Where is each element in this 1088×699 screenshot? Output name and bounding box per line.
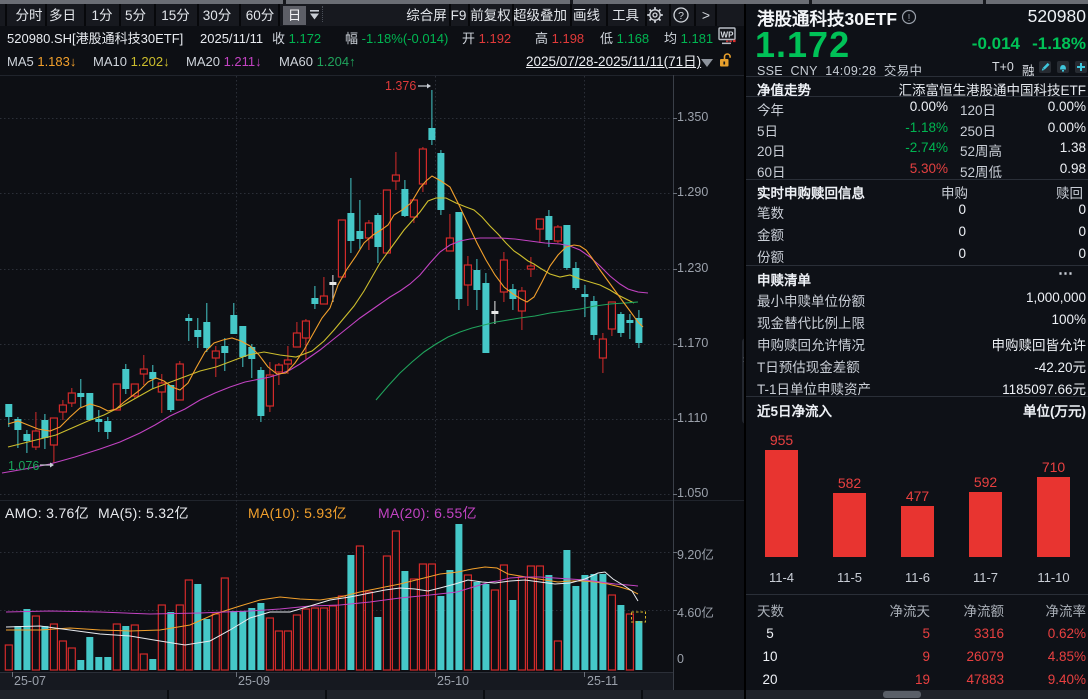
svg-text:WP: WP [721, 31, 735, 40]
svg-text:?: ? [678, 10, 684, 22]
svg-text:!: ! [908, 13, 911, 24]
svg-text:1.376: 1.376 [385, 79, 416, 93]
svg-text:1.076: 1.076 [8, 459, 39, 473]
